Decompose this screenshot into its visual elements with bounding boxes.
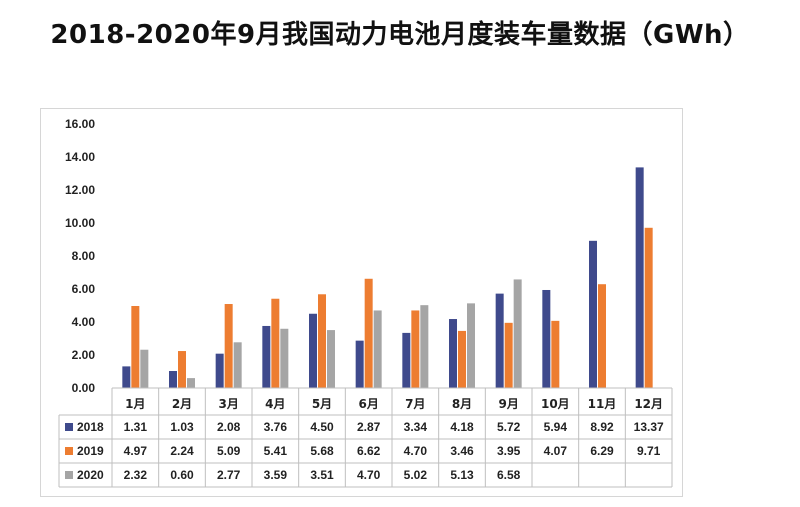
table-cell-value: 13.37 — [634, 420, 664, 434]
legend-key-2018 — [65, 423, 73, 431]
table-cell-value: 1.03 — [170, 420, 194, 434]
legend-key-2020 — [65, 471, 73, 479]
bar-2019 — [411, 310, 420, 388]
bar-2019 — [224, 304, 233, 388]
table-cell-value: 5.09 — [217, 444, 241, 458]
bar-2018 — [495, 293, 504, 388]
bar-2019 — [271, 298, 280, 388]
table-cell-value: 4.97 — [124, 444, 148, 458]
x-category-label: 3月 — [218, 397, 238, 411]
y-tick-label: 6.00 — [72, 282, 96, 296]
bar-2020 — [140, 349, 149, 388]
x-category-label: 4月 — [265, 397, 285, 411]
bar-2019 — [551, 320, 560, 388]
y-tick-label: 10.00 — [65, 216, 95, 230]
table-cell-value: 4.18 — [450, 420, 474, 434]
bar-2019 — [318, 294, 326, 388]
y-tick-label: 8.00 — [72, 249, 96, 263]
y-tick-label: 4.00 — [72, 315, 96, 329]
table-cell-value: 6.29 — [590, 444, 614, 458]
table-cell-value: 2.32 — [124, 468, 148, 482]
table-cell-value: 3.59 — [264, 468, 288, 482]
table-cell-value: 2.24 — [170, 444, 194, 458]
legend-label: 2018 — [77, 420, 104, 434]
x-category-label: 10月 — [541, 397, 570, 411]
x-category-label: 12月 — [634, 397, 663, 411]
bar-2020 — [513, 279, 522, 388]
bar-2018 — [589, 240, 597, 388]
bar-2020 — [233, 342, 242, 388]
bar-2018 — [309, 313, 317, 388]
table-cell-value: 4.70 — [404, 444, 428, 458]
x-category-label: 7月 — [405, 397, 425, 411]
table-cell-value: 3.95 — [497, 444, 521, 458]
bar-2019 — [644, 227, 653, 388]
bar-2018 — [215, 353, 224, 388]
y-tick-label: 12.00 — [65, 183, 95, 197]
y-tick-label: 14.00 — [65, 150, 95, 164]
table-cell-value: 6.58 — [497, 468, 521, 482]
table-cell-value: 5.72 — [497, 420, 521, 434]
table-cell-value: 5.68 — [310, 444, 334, 458]
bar-2018 — [542, 289, 551, 388]
bar-2018 — [635, 167, 644, 388]
bar-2019 — [131, 305, 140, 388]
table-cell-value: 0.60 — [170, 468, 194, 482]
table-cell-value: 2.77 — [217, 468, 241, 482]
page-title: 2018-2020年9月我国动力电池月度装车量数据（GWh） — [50, 20, 750, 50]
bar-2018 — [402, 332, 411, 388]
bar-2018 — [122, 366, 131, 388]
bar-2019 — [458, 330, 466, 388]
legend-label: 2019 — [77, 444, 104, 458]
x-category-label: 5月 — [312, 397, 332, 411]
table-cell-value: 2.87 — [357, 420, 381, 434]
bar-2018 — [262, 325, 271, 388]
bar-2020 — [327, 330, 335, 388]
table-cell-value: 3.76 — [264, 420, 288, 434]
table-cell-value: 9.71 — [637, 444, 661, 458]
bar-2019 — [364, 278, 373, 388]
y-tick-label: 2.00 — [72, 348, 96, 362]
table-cell-value: 3.34 — [404, 420, 428, 434]
bar-2019 — [178, 351, 186, 388]
bar-2020 — [280, 328, 289, 388]
table-cell-value: 3.46 — [450, 444, 474, 458]
x-category-label: 2月 — [172, 397, 192, 411]
table-cell-value: 3.51 — [310, 468, 334, 482]
x-category-label: 9月 — [498, 397, 518, 411]
table-cell-value: 4.50 — [310, 420, 334, 434]
x-category-label: 11月 — [588, 397, 617, 411]
table-cell-value: 4.70 — [357, 468, 381, 482]
chart-frame — [40, 108, 683, 497]
bar-2018 — [169, 371, 177, 388]
bar-2019 — [504, 322, 513, 388]
table-cell-value: 8.92 — [590, 420, 614, 434]
x-category-label: 1月 — [125, 397, 145, 411]
bar-2020 — [420, 305, 429, 388]
x-category-label: 6月 — [358, 397, 378, 411]
table-cell-value: 5.94 — [544, 420, 568, 434]
legend-key-2019 — [65, 447, 73, 455]
table-cell-value: 5.13 — [450, 468, 474, 482]
bar-2020 — [373, 310, 382, 388]
table-cell-value: 5.02 — [404, 468, 428, 482]
bar-2020 — [187, 378, 195, 388]
bar-2018 — [449, 319, 457, 388]
x-category-label: 8月 — [452, 397, 472, 411]
bar-2020 — [467, 303, 475, 388]
y-tick-label: 16.00 — [65, 117, 95, 131]
table-cell-value: 4.07 — [544, 444, 568, 458]
table-cell-value: 1.31 — [124, 420, 148, 434]
bar-2018 — [355, 340, 364, 388]
table-cell-value: 5.41 — [264, 444, 288, 458]
legend-label: 2020 — [77, 468, 104, 482]
table-cell-value: 2.08 — [217, 420, 241, 434]
table-cell-value: 6.62 — [357, 444, 381, 458]
bar-2019 — [598, 284, 606, 388]
y-tick-label: 0.00 — [72, 381, 96, 395]
